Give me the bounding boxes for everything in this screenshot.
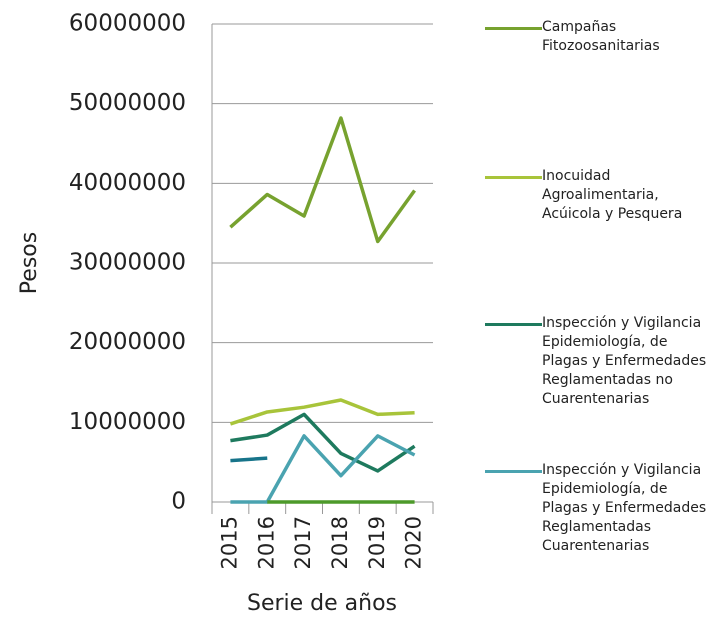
- x-tick-label: 2020: [402, 516, 426, 569]
- legend-label: Inspección y Vigilancia Epidemiología, d…: [542, 315, 707, 407]
- legend-item: Campañas Fitozoosanitarias: [485, 18, 721, 56]
- x-tick-label: 2019: [365, 516, 389, 569]
- legend-label: Campañas Fitozoosanitarias: [542, 19, 660, 54]
- x-tick-label: 2016: [254, 516, 278, 569]
- x-axis-title: Serie de años: [247, 591, 397, 616]
- y-tick-label: 20000000: [69, 329, 186, 355]
- series-line: [229, 398, 415, 426]
- series-line: [230, 456, 268, 463]
- y-axis-title: Pesos: [17, 232, 42, 294]
- legend-item: Inocuidad Agroalimentaria, Acúicola y Pe…: [485, 167, 721, 224]
- legend-label: Inocuidad Agroalimentaria, Acúicola y Pe…: [542, 168, 683, 222]
- y-tick-label: 10000000: [69, 409, 186, 435]
- y-tick-label: 60000000: [69, 11, 186, 37]
- x-tick-label: 2018: [328, 516, 352, 569]
- series-line: [230, 434, 416, 504]
- legend-swatch: [485, 470, 542, 473]
- x-tick-label: 2015: [217, 516, 241, 569]
- legend-label: Inspección y Vigilancia Epidemiología, d…: [542, 462, 707, 554]
- y-tick-label: 30000000: [69, 250, 186, 276]
- legend-swatch: [485, 27, 542, 30]
- legend-swatch: [485, 323, 542, 326]
- x-tick-label: 2017: [291, 516, 315, 569]
- y-tick-label: 50000000: [69, 90, 186, 116]
- legend-item: Inspección y Vigilancia Epidemiología, d…: [485, 314, 721, 409]
- series-line: [230, 412, 416, 473]
- series-line: [229, 116, 417, 244]
- legend-item: Inspección y Vigilancia Epidemiología, d…: [485, 461, 721, 556]
- y-tick-label: 0: [171, 489, 186, 515]
- legend-swatch: [485, 176, 542, 179]
- y-tick-label: 40000000: [69, 170, 186, 196]
